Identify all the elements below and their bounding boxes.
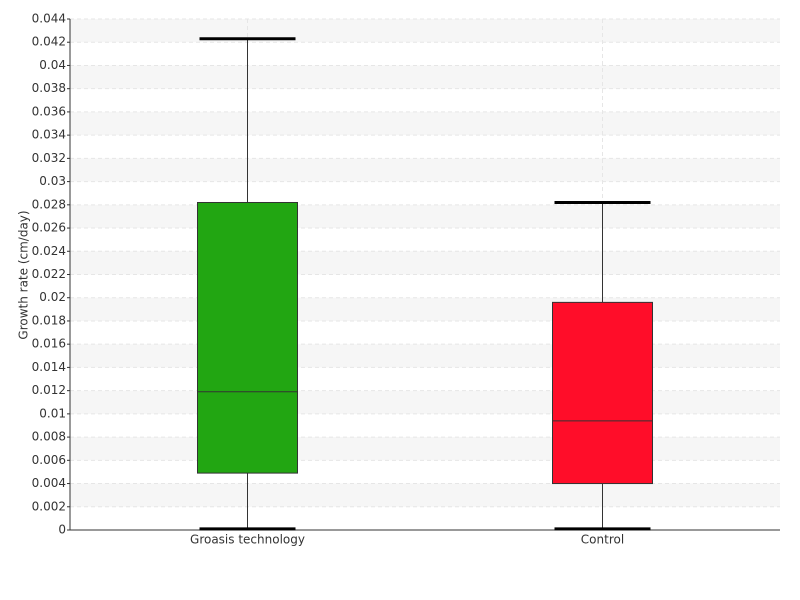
box (197, 201, 298, 474)
grid-band (70, 390, 780, 414)
grid-band (70, 111, 780, 136)
grid-band (70, 158, 780, 182)
grid-band (70, 251, 780, 275)
y-tick-label: 0.01 (39, 406, 66, 420)
y-tick-label: 0.018 (32, 313, 66, 327)
y-tick-label: 0.004 (32, 476, 66, 490)
grid-band (70, 297, 780, 321)
y-tick-label: 0.024 (32, 244, 66, 258)
box (552, 301, 653, 485)
y-tick-label: 0.03 (39, 174, 66, 188)
y-axis-label: Growth rate (cm/day) (17, 210, 31, 339)
y-tick-label: 0.002 (32, 499, 66, 513)
y-tick-label: 0.006 (32, 453, 66, 467)
y-tick-label: 0.038 (32, 81, 66, 95)
grid-band (70, 65, 780, 89)
y-tick-label: 0 (58, 523, 66, 537)
grid-band (70, 344, 780, 368)
y-tick-label: 0.04 (39, 58, 66, 72)
grid-band (70, 204, 780, 229)
y-tick-label: 0.012 (32, 383, 66, 397)
y-tick-label: 0.032 (32, 151, 66, 165)
y-tick-label: 0.026 (32, 221, 66, 235)
y-tick-label: 0.008 (32, 430, 66, 444)
y-tick-label: 0.016 (32, 337, 66, 351)
grid-band (70, 19, 780, 43)
grid-band (70, 437, 780, 461)
y-tick-label: 0.036 (32, 104, 66, 118)
y-tick-label: 0.014 (32, 360, 66, 374)
y-tick-label: 0.044 (32, 12, 66, 26)
x-tick-label: Control (581, 533, 624, 547)
grid-band (70, 483, 780, 507)
y-tick-label: 0.042 (32, 35, 66, 49)
y-tick-label: 0.02 (39, 290, 66, 304)
y-tick-label: 0.034 (32, 128, 66, 142)
y-tick-label: 0.022 (32, 267, 66, 281)
x-tick-label: Groasis technology (190, 533, 305, 547)
y-tick-label: 0.028 (32, 197, 66, 211)
